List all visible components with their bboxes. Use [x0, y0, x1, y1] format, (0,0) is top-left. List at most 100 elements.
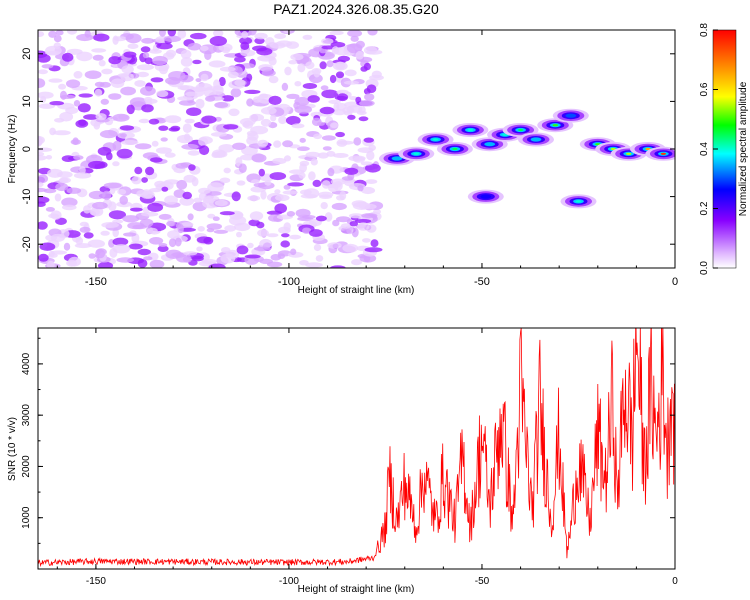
noise-blob	[353, 137, 362, 146]
noise-blob	[66, 30, 78, 35]
noise-blob	[46, 260, 55, 268]
noise-blob	[297, 146, 310, 151]
noise-blob	[38, 103, 56, 109]
noise-blob	[212, 216, 220, 221]
noise-blob	[371, 70, 382, 79]
noise-blob	[305, 151, 321, 158]
noise-blob	[208, 263, 226, 268]
noise-blob	[363, 46, 378, 55]
noise-blob	[108, 93, 122, 100]
noise-blob	[143, 190, 155, 199]
noise-blob	[38, 181, 44, 188]
noise-blob	[193, 197, 203, 203]
noise-blob	[336, 216, 351, 223]
noise-blob	[165, 77, 181, 85]
noise-blob	[143, 256, 153, 261]
noise-blob	[148, 118, 160, 125]
noise-blob	[335, 131, 345, 138]
noise-blob	[294, 105, 313, 114]
noise-blob	[253, 182, 268, 188]
noise-blob	[181, 222, 194, 227]
noise-blob	[142, 52, 150, 59]
y-tick-label: 3000	[21, 404, 32, 427]
noise-blob	[373, 209, 381, 215]
noise-blob	[273, 140, 282, 148]
noise-blob	[160, 137, 168, 142]
noise-blob	[102, 190, 112, 201]
chart-title: PAZ1.2024.326.08.35.G20	[273, 1, 439, 17]
noise-blob	[138, 118, 150, 124]
noise-blob	[134, 80, 146, 87]
noise-blob	[261, 69, 276, 77]
noise-blob	[83, 114, 99, 120]
noise-blob	[126, 104, 135, 115]
noise-blob	[284, 155, 291, 162]
noise-blob	[176, 179, 188, 190]
noise-blob	[284, 66, 292, 76]
noise-blob	[47, 253, 58, 258]
noise-blob	[219, 66, 236, 72]
noise-blob	[61, 52, 74, 62]
noise-blob	[55, 30, 64, 36]
colorbar-label: Normalized spectral amplitude	[738, 81, 749, 216]
noise-blob	[197, 226, 205, 232]
noise-blob	[120, 133, 127, 138]
noise-blob	[95, 113, 107, 121]
noise-blob	[363, 137, 374, 143]
noise-blob	[221, 95, 234, 102]
colorbar-tick-label: 0.8	[699, 23, 710, 37]
noise-blob	[168, 238, 177, 248]
noise-blob	[359, 100, 375, 107]
noise-blob	[365, 179, 378, 185]
noise-blob	[55, 182, 69, 192]
noise-blob	[329, 74, 337, 84]
snr-xlabel: Height of straight line (km)	[298, 584, 415, 595]
noise-blob	[206, 86, 224, 91]
x-tick-label: 0	[672, 276, 678, 288]
noise-blob	[88, 160, 106, 170]
noise-blob	[62, 204, 77, 211]
noise-blob	[347, 173, 355, 181]
noise-blob	[213, 229, 229, 234]
spectral-peak	[533, 138, 539, 141]
noise-blob	[370, 239, 379, 248]
noise-blob	[357, 222, 370, 231]
noise-blob	[150, 77, 164, 83]
noise-blob	[101, 222, 119, 228]
noise-blob	[56, 171, 73, 179]
noise-blob	[259, 258, 274, 264]
noise-blob	[302, 34, 313, 40]
noise-blob	[123, 232, 137, 237]
noise-blob	[318, 191, 334, 198]
noise-blob	[344, 167, 359, 175]
noise-blob	[141, 177, 149, 183]
noise-blob	[289, 169, 305, 174]
noise-blob	[247, 132, 259, 141]
noise-blob	[166, 220, 176, 227]
noise-blob	[344, 69, 357, 77]
noise-blob	[50, 210, 62, 220]
noise-blob	[362, 238, 371, 243]
noise-blob	[302, 215, 316, 219]
noise-blob	[39, 242, 56, 251]
noise-blob	[349, 96, 358, 101]
noise-blob	[290, 248, 297, 256]
noise-blob	[269, 172, 287, 181]
noise-blob	[137, 259, 148, 268]
spectral-peak	[452, 147, 458, 151]
noise-blob	[108, 201, 117, 211]
noise-blob	[112, 237, 129, 246]
noise-blob	[251, 153, 267, 163]
noise-blob	[230, 88, 242, 98]
noise-blob	[158, 125, 169, 131]
noise-blob	[127, 43, 139, 49]
noise-blob	[360, 66, 368, 72]
noise-blob	[236, 231, 242, 238]
noise-blob	[268, 56, 277, 66]
noise-blob	[188, 164, 196, 171]
noise-blob	[343, 80, 360, 85]
noise-blob	[315, 255, 324, 262]
noise-blob	[177, 96, 194, 101]
noise-blob	[73, 172, 92, 179]
noise-blob	[65, 106, 79, 115]
